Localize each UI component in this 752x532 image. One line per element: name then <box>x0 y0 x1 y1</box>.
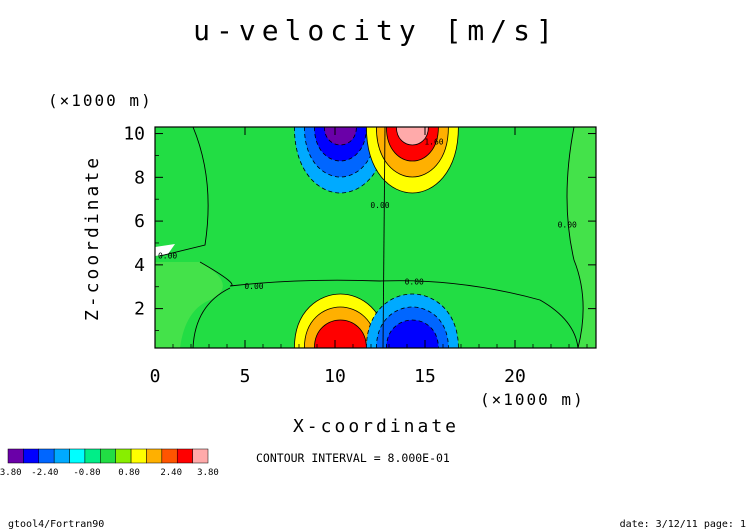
zero-contour-line-3 <box>192 287 231 348</box>
footer-right: date: 3/12/11 page: 1 <box>620 519 746 530</box>
region-right-edge <box>567 127 596 348</box>
plot-area <box>155 127 596 348</box>
colorbar-swatch-1 <box>23 448 40 464</box>
contour-label-5: 1.60 <box>424 138 443 147</box>
contour-interval: CONTOUR INTERVAL = 8.000E-01 <box>256 451 450 465</box>
zero-contour-line-0 <box>159 127 209 257</box>
x-axis-label: X-coordinate <box>293 416 459 437</box>
region-left-top <box>155 127 208 262</box>
colorbar-label-3: 0.80 <box>118 468 140 478</box>
colorbar-label-2: -0.80 <box>73 468 100 478</box>
colorbar-swatch-6 <box>100 448 116 464</box>
region-left-lower <box>155 262 223 348</box>
colorbar-swatch-9 <box>146 448 163 464</box>
contour-label-0: 0.00 <box>158 251 177 260</box>
y-tick-label-6: 6 <box>134 211 145 232</box>
x-axis-unit: (×1000 m) <box>480 390 585 409</box>
colorbar-label-1: -2.40 <box>31 468 58 478</box>
y-tick-label-2: 2 <box>134 299 145 320</box>
chart-title: u-velocity [m/s] <box>193 14 559 47</box>
colorbar-swatch-3 <box>53 448 70 464</box>
contour-labels: 0.00 0.00 0.00 0.00 0.00 1.60 <box>158 138 577 291</box>
footer-left: gtool4/Fortran90 <box>8 519 104 530</box>
colorbar-swatch-7 <box>115 448 132 464</box>
region-top-left-notch <box>155 244 175 256</box>
colorbar-swatch-5 <box>84 448 101 464</box>
colorbar-swatch-0 <box>7 448 24 464</box>
x-tick-label-15: 15 <box>414 366 436 387</box>
contour-label-1: 0.00 <box>244 282 263 291</box>
x-tick-label-20: 20 <box>504 366 526 387</box>
colorbar-swatch-12 <box>192 448 209 464</box>
colorbar-label-5: 3.80 <box>197 468 219 478</box>
y-tick-label-8: 8 <box>134 167 145 188</box>
contour-features <box>293 127 459 348</box>
contour-band-positive-1-3 <box>395 127 429 146</box>
contour-label-2: 0.00 <box>405 278 424 287</box>
colorbar-swatch-11 <box>176 448 193 464</box>
contour-band-negative-0-3 <box>323 127 357 146</box>
plot-frame <box>154 126 597 349</box>
zero-contour-line-4 <box>382 127 386 348</box>
contour-band-positive-2-2 <box>313 319 367 348</box>
axis-ticks <box>154 127 596 348</box>
contour-lines <box>159 127 584 348</box>
x-tick-label-0: 0 <box>150 366 161 387</box>
zero-contour-line-1 <box>199 261 381 287</box>
zero-contour-line-2 <box>379 280 579 348</box>
y-tick-label-4: 4 <box>134 255 145 276</box>
x-tick-label-10: 10 <box>324 366 346 387</box>
colorbar-swatch-2 <box>38 448 55 464</box>
colorbar-swatch-8 <box>130 448 147 464</box>
axis-tick-labels: 0 5 10 15 20 2 4 6 8 10 <box>123 124 526 387</box>
y-axis-label: Z-coordinate <box>82 155 103 321</box>
x-tick-label-5: 5 <box>240 366 251 387</box>
y-tick-label-10: 10 <box>123 124 145 145</box>
zero-contour-line-5 <box>566 127 584 348</box>
y-axis-unit: (×1000 m) <box>48 91 153 110</box>
contour-label-3: 0.00 <box>370 201 389 210</box>
colorbar-label-0: -3.80 <box>0 468 22 478</box>
colorbar-swatch-4 <box>69 448 86 464</box>
colorbar: -3.80 -2.40 -0.80 0.80 2.40 3.80 <box>0 448 219 478</box>
colorbar-label-4: 2.40 <box>160 468 182 478</box>
contour-label-4: 0.00 <box>558 221 577 230</box>
colorbar-swatch-10 <box>161 448 178 464</box>
